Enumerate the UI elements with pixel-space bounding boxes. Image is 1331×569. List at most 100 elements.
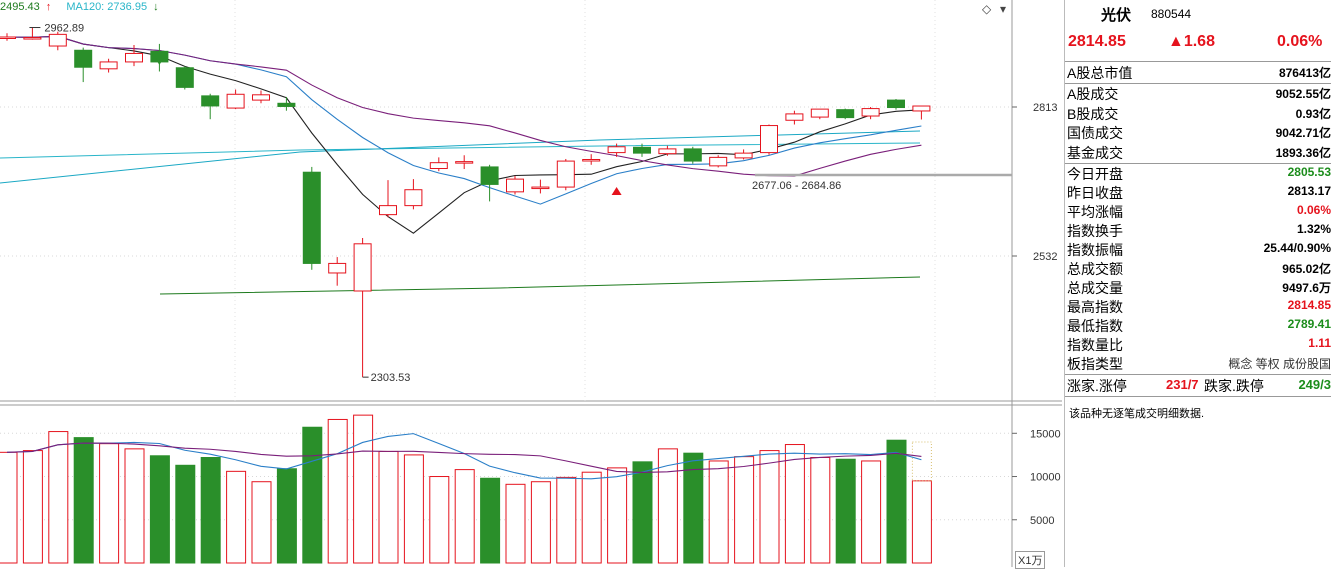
volume-bar bbox=[607, 467, 628, 564]
stat-value: 2805.53 bbox=[1287, 165, 1331, 179]
stat-row: 指数振幅 25.44/0.90% bbox=[1067, 240, 1331, 259]
ma20-line bbox=[6, 35, 922, 177]
volume-bar bbox=[276, 468, 297, 564]
volume-bar bbox=[810, 457, 831, 564]
volume-bar bbox=[886, 439, 907, 564]
candlestick-chart[interactable]: 2813 2532 15000 10000 5000 2962.89 2303.53 2677… bbox=[0, 0, 1063, 567]
index-code: 880544 bbox=[1151, 7, 1192, 21]
volume-bar bbox=[911, 480, 932, 564]
up-arrow-icon bbox=[611, 187, 622, 195]
volume-bar bbox=[251, 481, 272, 564]
volume-ma10-line bbox=[6, 442, 922, 474]
volume-bar bbox=[0, 451, 18, 564]
volume-bar bbox=[708, 460, 729, 564]
volume-bar bbox=[581, 471, 602, 564]
stat-label: 总成交量 bbox=[1067, 280, 1123, 296]
stat-value: 9497.6万 bbox=[1282, 281, 1331, 295]
candle-body bbox=[302, 171, 321, 264]
stat-value: 2813.17 bbox=[1287, 184, 1331, 198]
stat-value: 1.32% bbox=[1296, 222, 1331, 236]
volume-bar bbox=[124, 448, 145, 564]
volume-bar bbox=[759, 450, 780, 564]
stat-label: 平均涨幅 bbox=[1067, 204, 1123, 220]
diamond-icon[interactable]: ◇ bbox=[982, 2, 992, 16]
stat-row: 最低指数 2789.41 bbox=[1067, 316, 1331, 335]
volume-bar bbox=[683, 452, 704, 564]
stat-row: 指数换手 1.32% bbox=[1067, 221, 1331, 240]
stat-value: 0.06% bbox=[1296, 203, 1331, 217]
ma-green-line bbox=[159, 276, 921, 295]
volume-bar bbox=[530, 481, 551, 564]
ma-header: 2495.43 ↑ MA120: 2736.95 ↓ bbox=[0, 1, 171, 13]
ma-value-1: 2495.43 ↑ bbox=[0, 1, 52, 13]
candle-body bbox=[912, 105, 931, 112]
stat-label: 最低指数 bbox=[1067, 318, 1123, 334]
volume-bar bbox=[73, 437, 94, 564]
candle-body bbox=[328, 262, 347, 274]
stat-row: 总成交额 965.02亿 bbox=[1067, 259, 1331, 278]
volume-bar bbox=[480, 477, 501, 564]
volume-bar bbox=[226, 470, 247, 564]
limit-row: 涨家.涨停 231/7 跌家.跌停 249/3 bbox=[1067, 377, 1331, 394]
divider bbox=[1065, 83, 1331, 84]
stat-label: 今日开盘 bbox=[1067, 166, 1123, 182]
candle-body bbox=[760, 125, 778, 154]
candle-body bbox=[785, 113, 804, 121]
candle-body bbox=[836, 109, 855, 119]
volume-bar bbox=[556, 476, 577, 564]
stat-label: 总成交额 bbox=[1067, 261, 1123, 277]
volume-bar bbox=[48, 431, 69, 564]
volume-bar bbox=[403, 454, 424, 564]
candle-body bbox=[74, 49, 93, 68]
stat-row: 平均涨幅 0.06% bbox=[1067, 202, 1331, 221]
candle-body bbox=[99, 61, 118, 70]
volume-bar bbox=[99, 443, 120, 564]
stat-label: 国债成交 bbox=[1067, 125, 1123, 142]
candle-body bbox=[23, 37, 42, 40]
index-name: 光伏 bbox=[1101, 7, 1132, 24]
volume-bar bbox=[378, 450, 399, 564]
candle-body bbox=[709, 156, 728, 167]
volume-bar bbox=[734, 456, 755, 564]
volume-tick-label: 5000 bbox=[1030, 515, 1054, 527]
stat-value: 25.44/0.90% bbox=[1263, 241, 1331, 255]
candle-body bbox=[150, 50, 169, 63]
quote-panel: 光伏 880544 2814.85 ▲1.68 0.06% A股总市值 8764… bbox=[1064, 0, 1331, 567]
volume-bar bbox=[454, 469, 475, 564]
candle-body bbox=[48, 33, 67, 47]
candle-body bbox=[480, 166, 499, 185]
market-cap-row: A股总市值 876413亿 bbox=[1067, 65, 1331, 81]
candle-body bbox=[531, 186, 550, 190]
price-change-pct: 0.06% bbox=[1277, 33, 1323, 50]
chart-area[interactable]: 2495.43 ↑ MA120: 2736.95 ↓ ◇ ▾ 2813 2532 150… bbox=[0, 0, 1063, 569]
volume-bar bbox=[175, 464, 196, 564]
candle-body bbox=[734, 152, 753, 159]
stat-row: 总成交量 9497.6万 bbox=[1067, 278, 1331, 297]
high-label: 2962.89 bbox=[44, 23, 84, 35]
candle-body bbox=[226, 93, 245, 109]
ma10-line bbox=[6, 35, 922, 205]
candle-body bbox=[506, 178, 524, 193]
divider bbox=[1065, 374, 1331, 375]
stat-row: A股成交 9052.55亿 bbox=[1067, 84, 1331, 103]
volume-bar-outline bbox=[911, 441, 932, 482]
stat-label: 指数振幅 bbox=[1067, 242, 1123, 258]
stat-row: 基金成交 1893.36亿 bbox=[1067, 143, 1331, 162]
low-label: 2303.53 bbox=[371, 372, 411, 384]
volume-bar bbox=[22, 450, 43, 564]
candle-body bbox=[810, 108, 829, 118]
volume-bar bbox=[632, 461, 653, 564]
scroll-down-icon[interactable]: ▾ bbox=[1000, 2, 1007, 16]
ma120-label: MA120: 2736.95 ↓ bbox=[66, 1, 159, 13]
stat-label: 指数量比 bbox=[1067, 337, 1123, 353]
stat-value: 965.02亿 bbox=[1282, 262, 1331, 276]
candle-body bbox=[455, 161, 474, 164]
stat-label: 指数换手 bbox=[1067, 223, 1123, 239]
stat-label: A股成交 bbox=[1067, 86, 1119, 102]
candle-body bbox=[404, 189, 423, 207]
candle-body bbox=[125, 52, 143, 63]
stat-label: 基金成交 bbox=[1067, 145, 1123, 162]
volume-bar bbox=[657, 448, 678, 564]
stat-label: 最高指数 bbox=[1067, 299, 1123, 315]
divider bbox=[1065, 163, 1331, 164]
